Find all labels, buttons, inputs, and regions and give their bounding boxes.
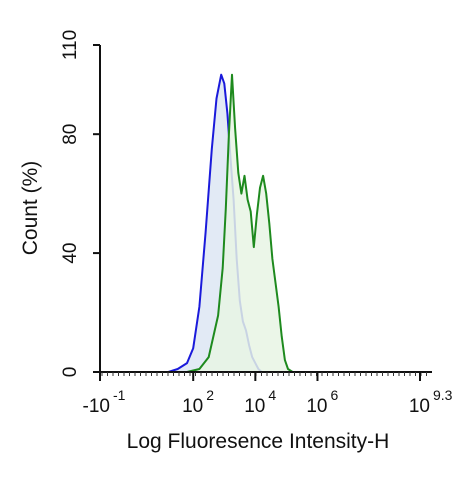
y-tick-label: 40	[60, 243, 81, 264]
x-tick-exponent: 9.3	[433, 387, 453, 403]
x-minor-ticks	[101, 372, 427, 376]
x-tick-base: 10	[409, 396, 430, 417]
x-tick-exponent: 6	[330, 387, 338, 403]
y-axis-title: Count (%)	[19, 161, 42, 256]
y-tick-label: 80	[60, 124, 81, 145]
x-tick-label: -10-1	[83, 387, 126, 417]
x-axis-title: Log Fluoresence Intensity-H	[127, 430, 390, 453]
series-layer	[167, 73, 294, 373]
x-tick-label: 109.3	[409, 387, 453, 417]
x-tick-base: 10	[182, 396, 203, 417]
x-tick-base: 10	[306, 396, 327, 417]
x-tick-exponent: -1	[113, 387, 126, 403]
series-2-area	[187, 74, 293, 372]
x-tick-label: 106	[306, 387, 338, 417]
y-ticks: 0 40 80 110	[60, 30, 100, 377]
y-tick-label: 110	[60, 30, 81, 60]
x-tick-base: -10	[83, 396, 110, 417]
x-tick-base: 10	[244, 396, 265, 417]
x-tick-exponent: 4	[268, 387, 276, 403]
series-2-line	[186, 73, 294, 373]
y-tick-label: 0	[60, 367, 81, 378]
x-tick-label: 104	[244, 387, 276, 417]
x-tick-exponent: 2	[206, 387, 214, 403]
x-tick-label: 102	[182, 387, 214, 417]
